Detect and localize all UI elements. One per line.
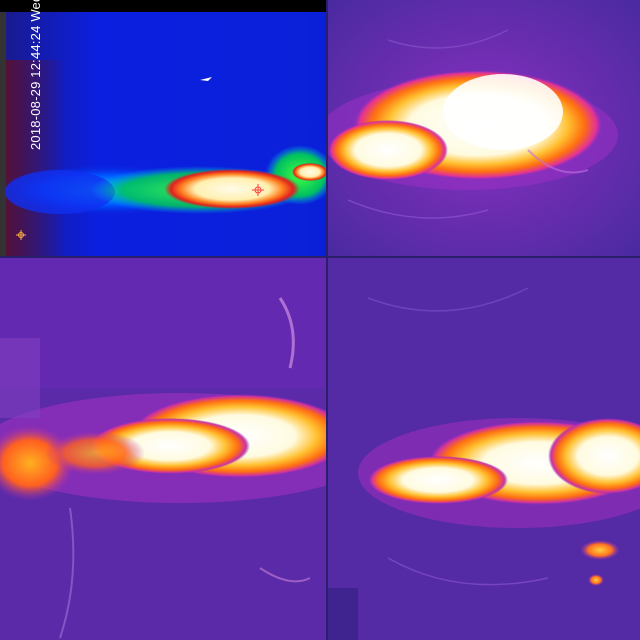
timestamp-overlay: 2018-08-29 12:44:24 Wed <box>28 0 43 150</box>
thermal-panel-ironbow-bottom-left <box>0 258 326 640</box>
cursor-marker <box>200 77 212 81</box>
rainbow-thermal-image <box>0 0 326 256</box>
crosshair-marker <box>252 184 264 196</box>
horizontal-divider <box>0 256 640 258</box>
thermal-panel-rainbow: 2018-08-29 12:44:24 Wed <box>0 0 326 256</box>
vertical-divider <box>326 0 328 640</box>
ironbow-thermal-image-1 <box>328 0 640 256</box>
thermal-panel-ironbow-bottom-right <box>328 258 640 640</box>
ironbow-thermal-image-2 <box>0 258 326 640</box>
ironbow-thermal-image-3 <box>328 258 640 640</box>
crosshair-marker-corner <box>16 230 26 240</box>
thermal-panel-ironbow-top-right <box>328 0 640 256</box>
